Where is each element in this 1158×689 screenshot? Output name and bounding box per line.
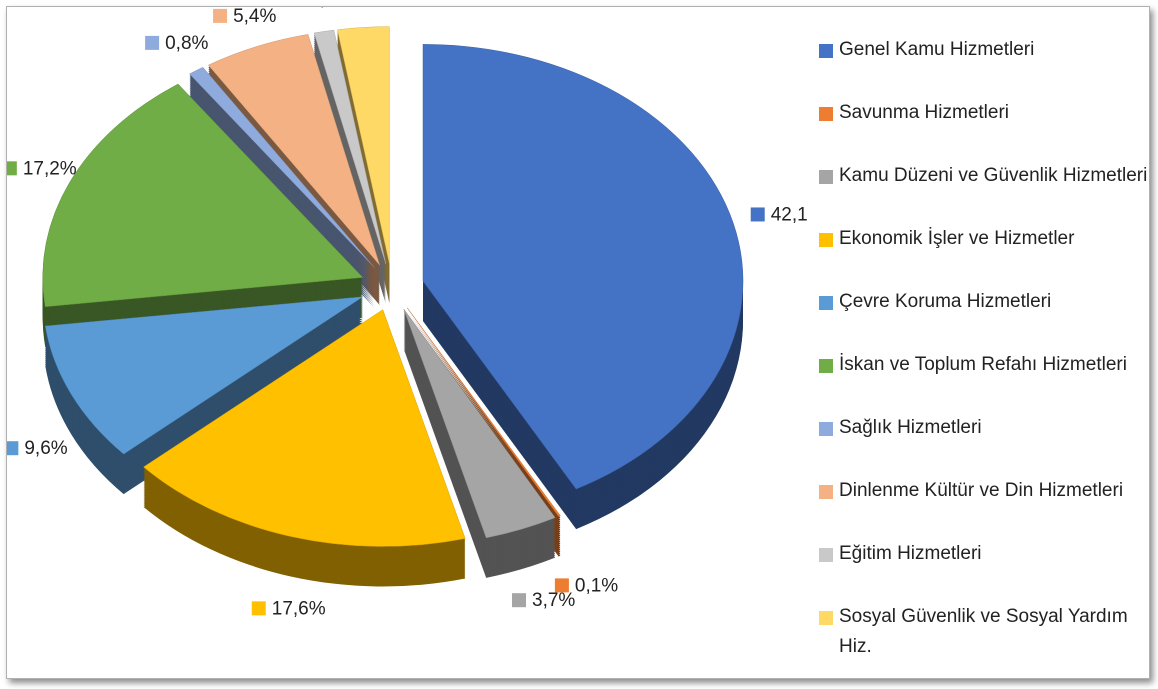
legend-item: Sosyal Güvenlik ve Sosyal Yardım Hiz. [819,602,1149,665]
legend-label: Çevre Koruma Hizmetleri [839,291,1052,312]
legend-swatch [819,170,833,184]
data-label: 0,1% [575,575,618,596]
legend-label: Ekonomik İşler ve Hizmetler [839,228,1075,249]
legend-item: Ekonomik İşler ve Hizmetler [819,224,1149,287]
legend-swatch [819,485,833,499]
legend-swatch [819,296,833,310]
slice [337,26,390,264]
legend-swatch [819,611,833,625]
legend-label: Dinlenme Kültür ve Din Hizmetleri [839,480,1124,501]
label-swatch [750,207,765,222]
slice [313,29,387,264]
legend-label: Sağlık Hizmetleri [839,417,982,438]
slice [403,308,556,539]
data-label: 17,6% [272,598,326,619]
slice [45,296,363,455]
label-swatch [554,578,569,593]
legend-swatch [819,233,833,247]
slice [143,309,466,547]
legend-item: Savunma Hizmetleri [819,98,1149,161]
label-swatch [7,161,17,176]
legend-label: Savunma Hizmetleri [839,102,1009,123]
legend-label: Eğitim Hizmetleri [839,543,982,564]
legend-swatch [819,107,833,121]
legend-label: Kamu Düzeni ve Güvenlik Hizmetleri [839,165,1148,186]
slice [407,307,561,517]
slice-side-layer [407,313,561,523]
label-swatch [145,35,160,50]
legend-swatch [819,44,833,58]
legend-item: Genel Kamu Hizmetleri [819,35,1149,98]
data-label: 9,6% [24,438,67,459]
legend: Genel Kamu Hizmetleri Savunma Hizmetleri K… [819,35,1149,665]
legend-item: Dinlenme Kültür ve Din Hizmetleri [819,476,1149,539]
data-label: 17,2% [23,158,77,179]
data-label: 3,7% [532,590,575,611]
label-swatch [213,8,228,23]
data-label: 0,8% [165,33,208,54]
legend-label: Genel Kamu Hizmetleri [839,39,1035,60]
label-swatch [7,441,19,456]
label-swatch [512,593,527,608]
legend-swatch [819,359,833,373]
legend-label: Sosyal Güvenlik ve Sosyal Yardım Hiz. [839,606,1128,657]
slice [189,67,375,268]
legend-item: Sağlık Hizmetleri [819,413,1149,476]
legend-item: Eğitim Hizmetleri [819,539,1149,602]
data-label: 42,1% [771,204,807,225]
data-label: 1,0% [309,7,352,10]
legend-swatch [819,422,833,436]
chart-frame: 42,1%0,1%3,7%17,6%9,6%17,2%0,8%5,4%1,0%2… [6,6,1150,679]
data-label: 5,4% [233,7,276,27]
legend-item: Çevre Koruma Hizmetleri [819,287,1149,350]
legend-swatch [819,548,833,562]
legend-item: Kamu Düzeni ve Güvenlik Hizmetleri [819,161,1149,224]
slice-side-layer [407,311,561,521]
legend-label: İskan ve Toplum Refahı Hizmetleri [839,354,1127,375]
slice [422,44,744,490]
legend-item: İskan ve Toplum Refahı Hizmetleri [819,350,1149,413]
slice [207,34,380,266]
slice [42,83,364,307]
chart: 42,1%0,1%3,7%17,6%9,6%17,2%0,8%5,4%1,0%2… [7,7,807,619]
label-swatch [251,601,266,616]
